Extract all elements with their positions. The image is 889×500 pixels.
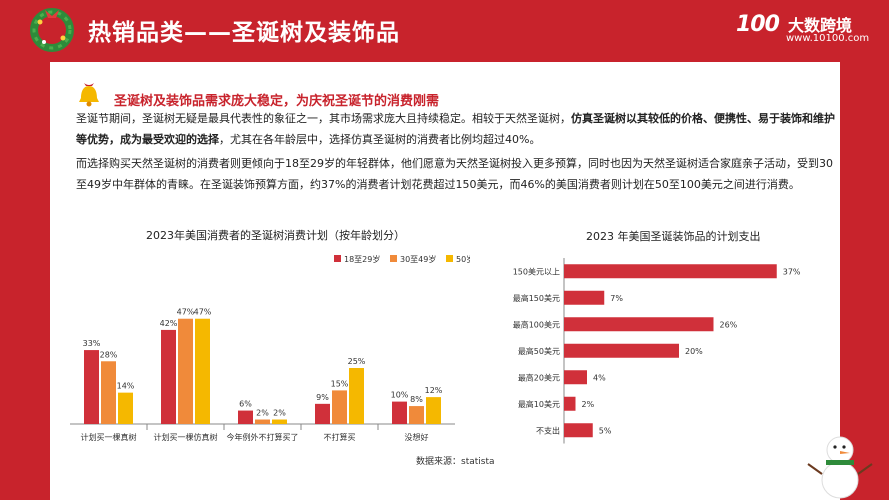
x-tick-label: 没想好 [405, 432, 429, 442]
x-tick-label: 不打算买 [324, 432, 356, 442]
data-label: 42% [160, 319, 178, 328]
snowman-icon [807, 436, 873, 499]
brand-logo: 100 大数跨境 www.10100.com [736, 8, 876, 50]
bar [564, 290, 605, 305]
x-tick-label: 今年例外不打算买了 [227, 432, 299, 442]
content-panel: 圣诞树及装饰品需求庞大稳定，为庆祝圣诞节的消费刚需 圣诞节期间，圣诞树无疑是最具… [50, 62, 840, 500]
y-tick-label: 最高150美元 [513, 293, 560, 303]
bar [564, 423, 593, 438]
intro-paragraph: 圣诞节期间，圣诞树无疑是最具代表性的象征之一，其市场需求庞大且持续稳定。相较于天… [76, 108, 836, 150]
data-label: 14% [117, 382, 135, 391]
data-label: 26% [720, 320, 738, 329]
data-label: 12% [425, 386, 443, 395]
brand-logo-mark: 100 [736, 12, 780, 37]
bar [255, 419, 270, 424]
christmas-wreath-icon [30, 8, 74, 52]
data-label: 8% [410, 395, 423, 404]
bar [564, 370, 587, 385]
bar [392, 401, 407, 424]
y-tick-label: 不支出 [536, 425, 560, 435]
data-label: 6% [239, 400, 252, 409]
y-tick-label: 150美元以上 [513, 266, 560, 276]
data-label: 2% [582, 400, 595, 409]
right-chart-title: 2023 年美国圣诞装饰品的计划支出 [586, 230, 761, 243]
data-label: 2% [273, 409, 286, 418]
data-label: 10% [391, 391, 409, 400]
data-source: 数据来源：statista [416, 457, 495, 467]
legend-label: 30至49岁 [400, 254, 436, 264]
legend-label: 18至29岁 [344, 254, 380, 264]
section-subheading: 圣诞树及装饰品需求庞大稳定，为庆祝圣诞节的消费刚需 [114, 94, 440, 109]
data-label: 7% [610, 294, 623, 303]
data-label: 9% [316, 393, 329, 402]
bar [118, 392, 133, 424]
bar [315, 403, 330, 424]
bell-icon [79, 83, 99, 107]
data-label: 47% [194, 308, 212, 317]
bar [564, 343, 679, 358]
bar [426, 397, 441, 424]
left-chart-title: 2023年美国消费者的圣诞树消费计划（按年龄划分） [146, 229, 405, 242]
bar [564, 264, 777, 279]
bar [332, 390, 347, 424]
y-tick-label: 最高50美元 [518, 346, 560, 356]
data-label: 28% [100, 350, 118, 359]
data-label: 33% [83, 339, 101, 348]
intro-text-bold: 仿真圣诞树以其较低的价格、便携性、易于装饰和维护等优势，成为最受欢迎的选择 [76, 112, 835, 146]
y-tick-label: 最高100美元 [513, 319, 560, 329]
bar [564, 317, 714, 332]
header-bar: 热销品类——圣诞树及装饰品 100 大数跨境 www.10100.com [0, 0, 889, 58]
x-tick-label: 计划买一棵真树 [81, 432, 137, 442]
data-label: 25% [348, 357, 366, 366]
data-label: 20% [685, 347, 703, 356]
brand-name: 大数跨境 [788, 16, 853, 35]
bar [349, 368, 364, 424]
bar [272, 419, 287, 424]
bar [178, 318, 193, 424]
bar [564, 396, 576, 411]
bar [101, 361, 116, 424]
data-label: 47% [177, 308, 195, 317]
legend-swatch [390, 255, 397, 262]
legend-label: 50岁以上 [456, 254, 470, 264]
bar [84, 350, 99, 424]
spending-bar-chart: 150美元以上 37% 最高150美元 7% 最高100美元 26% 最高50美元 20% 最高… [513, 258, 801, 444]
bar [195, 318, 210, 424]
bar [409, 406, 424, 424]
page-title: 热销品类——圣诞树及装饰品 [88, 20, 400, 46]
x-tick-label: 计划买一棵仿真树 [154, 432, 218, 442]
bar [238, 410, 253, 424]
y-tick-label: 最高20美元 [518, 372, 560, 382]
data-label: 37% [783, 267, 801, 276]
legend-swatch [446, 255, 453, 262]
legend-swatch [334, 255, 341, 262]
brand-url: www.10100.com [786, 33, 870, 44]
bar [161, 329, 176, 424]
data-label: 5% [599, 426, 612, 435]
detail-paragraph: 而选择购买天然圣诞树的消费者则更倾向于18至29岁的年轻群体，他们愿意为天然圣诞… [76, 157, 833, 191]
data-label: 15% [331, 379, 349, 388]
intro-text-pre: 圣诞节期间，圣诞树无疑是最具代表性的象征之一，其市场需求庞大且持续稳定。相较于天… [76, 112, 571, 125]
y-tick-label: 最高10美元 [518, 399, 560, 409]
data-label: 2% [256, 409, 269, 418]
age-group-bar-chart: 18至29岁 30至49岁 50岁以上 33% 28% 14% 计划买一棵真树 42% 47%4… [70, 254, 470, 442]
intro-text-post: ，尤其在各年龄层中，选择仿真圣诞树的消费者比例均超过40%。 [219, 133, 541, 146]
data-label: 4% [593, 373, 606, 382]
